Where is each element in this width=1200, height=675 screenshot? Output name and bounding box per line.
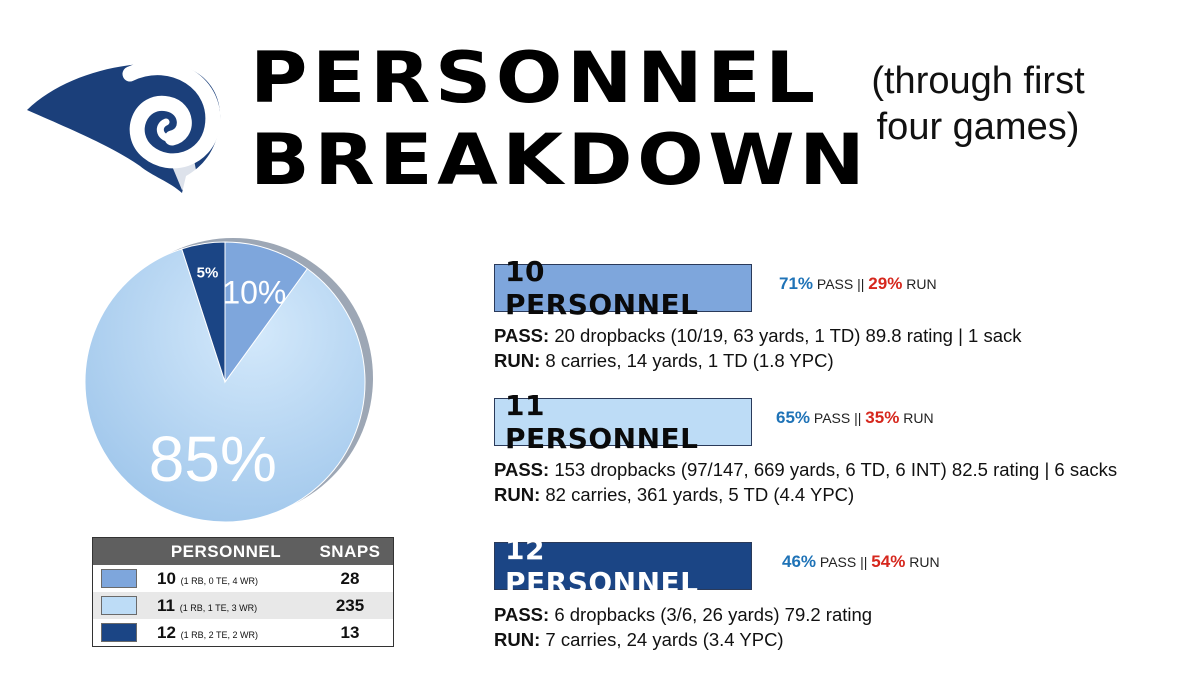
badge-12-personnel: 12 PERSONNEL	[494, 533, 752, 599]
logo-horn-outer	[122, 60, 221, 169]
run-text: 7 carries, 24 yards (3.4 YPC)	[545, 629, 784, 650]
header-personnel: PERSONNEL	[145, 537, 307, 565]
pass-line: PASS: 153 dropbacks (97/147, 669 yards, …	[494, 459, 1117, 481]
run-line: RUN: 7 carries, 24 yards (3.4 YPC)	[494, 629, 784, 651]
pass-text: 20 dropbacks (10/19, 63 yards, 1 TD) 89.…	[554, 325, 1022, 346]
pass-word: PASS ||	[816, 276, 865, 292]
run-word: RUN	[906, 276, 937, 292]
pass-pct: 46%	[782, 552, 817, 571]
run-text: 82 carries, 361 yards, 5 TD (4.4 YPC)	[545, 484, 855, 505]
row-snaps: 28	[340, 568, 360, 588]
swatch-12	[101, 623, 137, 642]
run-pct: 29%	[868, 274, 903, 293]
header-snaps: SNAPS	[307, 537, 394, 565]
team-logo	[27, 60, 221, 194]
pass-label: PASS:	[494, 459, 550, 480]
run-label: RUN:	[494, 629, 541, 650]
pass-label: PASS:	[494, 604, 550, 625]
row-personnel: 10	[157, 568, 176, 588]
swatch-11	[101, 596, 137, 615]
row-personnel: 11	[157, 595, 175, 615]
row-snaps: 235	[307, 592, 394, 619]
table-row: 12 (1 RB, 2 TE, 2 WR) 13	[93, 619, 394, 647]
run-line: RUN: 8 carries, 14 yards, 1 TD (1.8 YPC)	[494, 350, 834, 372]
split-10: 71% PASS || 29% RUN	[779, 274, 937, 294]
pass-word: PASS ||	[819, 554, 868, 570]
pass-text: 6 dropbacks (3/6, 26 yards) 79.2 rating	[554, 604, 873, 625]
run-pct: 35%	[865, 408, 900, 427]
pie-slice-11-personnel	[84, 248, 366, 523]
run-line: RUN: 82 carries, 361 yards, 5 TD (4.4 YP…	[494, 484, 854, 506]
pie-label-10: 10%	[222, 275, 286, 311]
header-swatch	[92, 537, 145, 565]
split-11: 65% PASS || 35% RUN	[776, 408, 934, 428]
run-word: RUN	[903, 410, 934, 426]
pie-label-11: 85%	[149, 423, 277, 495]
row-personnel: 12	[157, 622, 176, 642]
row-snaps: 13	[340, 622, 360, 642]
pass-label: PASS:	[494, 325, 550, 346]
run-text: 8 carries, 14 yards, 1 TD (1.8 YPC)	[545, 350, 834, 371]
swatch-10	[101, 569, 137, 588]
pie-slice-12-personnel	[181, 241, 226, 383]
pass-pct: 71%	[779, 274, 814, 293]
snaps-table: PERSONNEL SNAPS 10 (1 RB, 0 TE, 4 WR) 28…	[92, 537, 394, 647]
table-header-row: PERSONNEL SNAPS	[92, 537, 394, 565]
badge-11-personnel: 11 PERSONNEL	[494, 389, 752, 455]
pie-chart: 10% 85% 5%	[84, 238, 373, 523]
title-line-2: BREAKDOWN	[250, 119, 870, 201]
badge-10-personnel: 10 PERSONNEL	[494, 255, 752, 321]
subtitle: (through first four games)	[848, 58, 1108, 150]
run-label: RUN:	[494, 350, 541, 371]
title-line-1: PERSONNEL	[250, 37, 820, 119]
logo-horn-inner	[156, 118, 176, 142]
run-pct: 54%	[871, 552, 906, 571]
pie-label-12: 5%	[197, 264, 219, 281]
run-word: RUN	[909, 554, 940, 570]
pass-line: PASS: 20 dropbacks (10/19, 63 yards, 1 T…	[494, 325, 1022, 347]
run-label: RUN:	[494, 484, 541, 505]
pass-word: PASS ||	[813, 410, 862, 426]
pass-text: 153 dropbacks (97/147, 669 yards, 6 TD, …	[554, 459, 1118, 480]
split-12: 46% PASS || 54% RUN	[782, 552, 940, 572]
logo-muzzle	[172, 160, 198, 190]
row-detail: (1 RB, 2 TE, 2 WR)	[180, 629, 259, 640]
table-row: 11 (1 RB, 1 TE, 3 WR) 235	[92, 592, 394, 619]
subtitle-line-1: (through first	[871, 60, 1085, 102]
table-row: 10 (1 RB, 0 TE, 4 WR) 28	[93, 565, 394, 592]
pass-line: PASS: 6 dropbacks (3/6, 26 yards) 79.2 r…	[494, 604, 872, 626]
subtitle-line-2: four games)	[876, 106, 1080, 148]
pass-pct: 65%	[776, 408, 811, 427]
row-detail: (1 RB, 0 TE, 4 WR)	[180, 575, 259, 586]
row-detail: (1 RB, 1 TE, 3 WR)	[179, 602, 258, 613]
pie-slice-10-personnel	[224, 241, 308, 384]
